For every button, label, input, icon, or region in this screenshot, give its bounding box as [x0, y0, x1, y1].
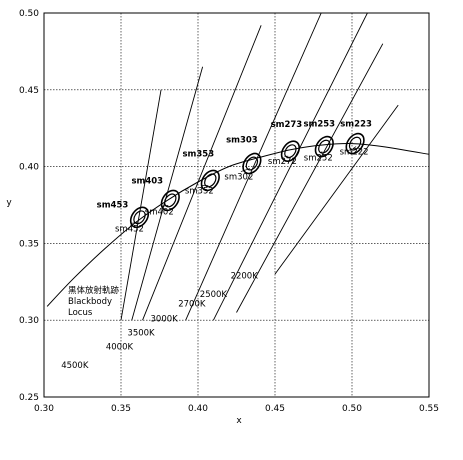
ellipse-outer	[280, 140, 301, 162]
cct-line	[212, 13, 368, 321]
cct-label: 2700K	[178, 299, 206, 309]
grid	[44, 13, 429, 397]
ellipse-group	[200, 169, 220, 192]
center-label: sm252	[304, 154, 333, 164]
ellipse-group	[160, 189, 180, 212]
plot-frame	[43, 12, 430, 398]
cct-line	[236, 43, 384, 313]
y-tick-label: 0.30	[19, 316, 39, 326]
ellipse-label: sm353	[182, 149, 214, 159]
center-label-leader	[131, 221, 138, 224]
x-tick-label: 0.55	[419, 404, 439, 414]
cct-line	[185, 13, 322, 321]
y-tick-label: 0.35	[19, 239, 39, 249]
center-label: sm222	[340, 148, 369, 158]
ellipse-label: sm223	[340, 120, 372, 130]
y-axis-label: y	[6, 198, 12, 208]
x-tick-label: 0.40	[188, 404, 208, 414]
y-tick-label: 0.25	[19, 393, 39, 403]
cct-line	[120, 89, 162, 321]
ellipse-label: sm403	[131, 176, 163, 186]
ellipse-outer	[129, 206, 150, 229]
ellipse-inner	[133, 210, 146, 225]
cct-label: 2500K	[200, 290, 228, 300]
x-tick-label: 0.50	[342, 404, 362, 414]
ellipse-outer	[160, 189, 180, 212]
center-label-leader	[352, 146, 357, 149]
locus-label-ja: 黒体放射軌跡	[68, 285, 120, 296]
center-label: sm452	[115, 224, 144, 234]
center-label: sm302	[224, 173, 253, 183]
ellipse-label: sm253	[303, 120, 335, 130]
ellipse-label: sm303	[226, 136, 258, 146]
x-tick-label: 0.45	[265, 404, 285, 414]
cct-label: 4500K	[61, 361, 89, 371]
ellipse-outer	[200, 169, 220, 192]
ellipse-outer	[242, 152, 262, 175]
x-axis-label: x	[236, 416, 242, 426]
ellipse-inner	[284, 144, 297, 159]
center-label: sm402	[145, 207, 174, 217]
cct-label: 3500K	[127, 329, 155, 339]
cct-label: 4000K	[106, 342, 134, 352]
cct-label: 2200K	[231, 272, 259, 282]
axis-ticks: 0.30 0.35 0.40 0.45 0.50 0.550.250.300.350.40…	[19, 9, 439, 414]
x-tick-label: 0.35	[111, 404, 131, 414]
cct-line	[274, 104, 399, 275]
center-label-leader	[161, 205, 169, 207]
cct-label: 3000K	[151, 315, 179, 325]
center-label: sm272	[268, 157, 297, 167]
blackbody-locus	[46, 143, 429, 307]
y-tick-label: 0.50	[19, 9, 39, 19]
cct-lines	[120, 13, 399, 321]
macadam-ellipses	[129, 132, 365, 229]
center-label-leader	[240, 168, 251, 172]
ellipse-group	[345, 132, 365, 155]
locus-label-en-1: Blackbody	[68, 297, 112, 307]
y-tick-label: 0.45	[19, 86, 39, 96]
ellipse-outer	[314, 135, 334, 158]
x-tick-label: 0.30	[34, 404, 54, 414]
cct-line	[142, 25, 262, 321]
locus-label-en-2: Locus	[68, 308, 93, 318]
center-label-leader	[320, 151, 323, 153]
ellipse-outer	[345, 132, 365, 155]
ellipse-inner	[348, 136, 362, 151]
ellipse-inner	[164, 193, 177, 208]
ellipse-group	[129, 206, 150, 229]
ellipse-inner	[204, 173, 217, 188]
ellipse-label: sm453	[97, 200, 129, 210]
center-label: sm352	[185, 186, 214, 196]
ellipse-label: sm273	[271, 120, 303, 130]
y-tick-label: 0.40	[19, 163, 39, 173]
blackbody-locus-curve	[46, 143, 429, 307]
ellipse-group	[280, 140, 301, 162]
